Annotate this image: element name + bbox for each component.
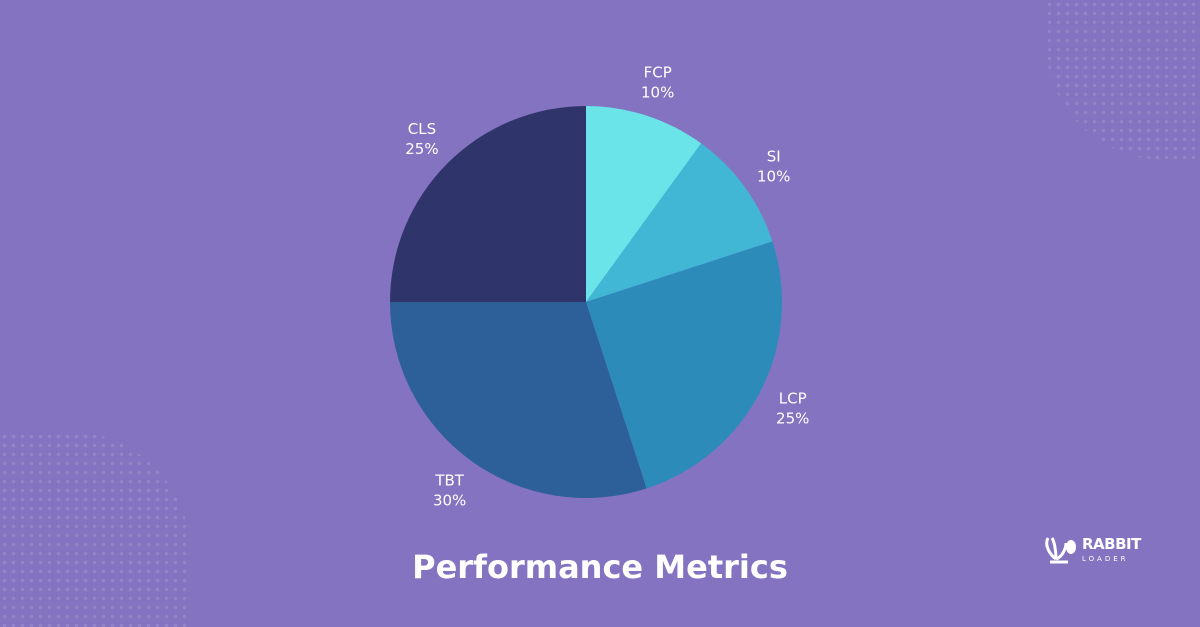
- logo-text: RABBIT: [1082, 535, 1141, 553]
- slice-value-fcp: 10%: [641, 83, 674, 101]
- pie-slice-cls: [390, 106, 586, 302]
- pie-slice-si: [586, 143, 773, 302]
- slice-label-tbt: TBT: [434, 472, 464, 490]
- rabbit-loader-logo: RABBIT LOADER: [1042, 535, 1141, 565]
- slice-value-cls: 25%: [405, 140, 438, 158]
- pie-slice-lcp: [586, 241, 782, 489]
- slice-value-lcp: 25%: [776, 409, 809, 427]
- slice-label-fcp: FCP: [644, 63, 672, 81]
- slice-label-lcp: LCP: [779, 389, 807, 407]
- slice-value-tbt: 30%: [433, 492, 466, 510]
- pie-slice-tbt: [389, 302, 647, 498]
- chart-title: Performance Metrics: [412, 548, 788, 586]
- pie-slice-fcp: [586, 106, 702, 302]
- logo-subtext: LOADER: [1082, 555, 1129, 563]
- slice-label-si: SI: [767, 148, 781, 166]
- rabbit-ears-icon: [1045, 537, 1076, 564]
- slice-value-si: 10%: [757, 168, 790, 186]
- slice-label-cls: CLS: [408, 120, 436, 138]
